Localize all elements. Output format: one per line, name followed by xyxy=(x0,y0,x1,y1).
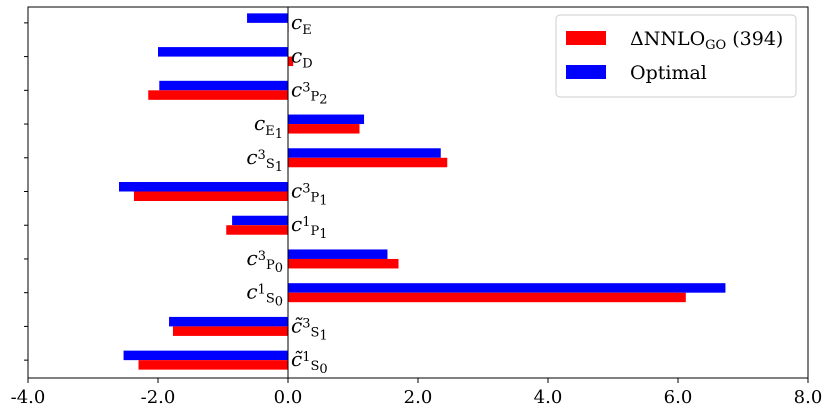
category-label-1P1: c1P1 xyxy=(291,212,328,242)
x-tick-label: -2.0 xyxy=(141,387,176,408)
legend-swatch-dnnlo xyxy=(566,31,606,45)
category-label-E1: cE1 xyxy=(254,111,283,142)
x-tick-label: 4.0 xyxy=(534,387,563,408)
category-label-tilde-1S0: c̃1S0 xyxy=(291,347,328,377)
bar-optimal-3P2 xyxy=(159,80,288,91)
bar-optimal-3P1 xyxy=(119,182,288,192)
x-tick-label: 8.0 xyxy=(794,387,823,408)
bar-dnnlo-E1 xyxy=(288,124,360,134)
x-tick-label: 2.0 xyxy=(404,387,433,408)
bar-dnnlo-1P1 xyxy=(226,225,288,235)
category-label-3P2: c3P2 xyxy=(291,77,328,107)
bar-optimal-tilde-3S1 xyxy=(169,316,288,327)
bar-dnnlo-3P1 xyxy=(133,191,288,201)
bar-optimal-1S0 xyxy=(288,283,726,293)
bar-dnnlo-3P0 xyxy=(288,258,399,269)
category-label-tilde-3S1: c̃3S1 xyxy=(291,313,328,343)
x-axis: -4.0 -2.0 0.0 2.0 4.0 6.0 8.0 xyxy=(11,378,823,408)
bar-dnnlo-tilde-1S0 xyxy=(138,360,288,370)
bar-optimal-E xyxy=(247,13,288,23)
category-label-3P1: c3P1 xyxy=(291,179,328,209)
category-label-D: cD xyxy=(291,44,313,72)
bars-layer xyxy=(119,13,726,370)
bar-dnnlo-D xyxy=(288,56,294,67)
category-label-3P0: c3P0 xyxy=(246,246,283,276)
x-tick-label: 0.0 xyxy=(274,387,303,408)
category-label-1S0: c1S0 xyxy=(246,280,283,310)
bar-optimal-3P0 xyxy=(288,249,388,259)
legend-swatch-optimal xyxy=(566,65,606,79)
legend-label-optimal: Optimal xyxy=(630,62,707,84)
bar-optimal-D xyxy=(158,47,288,57)
bar-dnnlo-3S1 xyxy=(288,157,448,168)
bar-dnnlo-1S0 xyxy=(288,292,686,303)
legend-box xyxy=(555,14,797,98)
bar-optimal-E1 xyxy=(288,114,365,125)
bar-dnnlo-3P2 xyxy=(148,90,288,100)
bar-dnnlo-tilde-3S1 xyxy=(172,326,288,336)
bar-optimal-1P1 xyxy=(232,215,288,226)
bar-optimal-3S1 xyxy=(288,148,441,158)
y-axis-ticks xyxy=(24,22,28,361)
legend: ΔNNLOGO (394) Optimal xyxy=(555,14,797,98)
x-tick-label: 6.0 xyxy=(664,387,693,408)
category-label-3S1: c3S1 xyxy=(246,145,283,175)
legend-label-dnnlo: ΔNNLOGO (394) xyxy=(630,28,783,53)
bar-optimal-tilde-1S0 xyxy=(123,350,288,361)
category-label-E: cE xyxy=(291,10,312,38)
x-tick-label: -4.0 xyxy=(11,387,46,408)
